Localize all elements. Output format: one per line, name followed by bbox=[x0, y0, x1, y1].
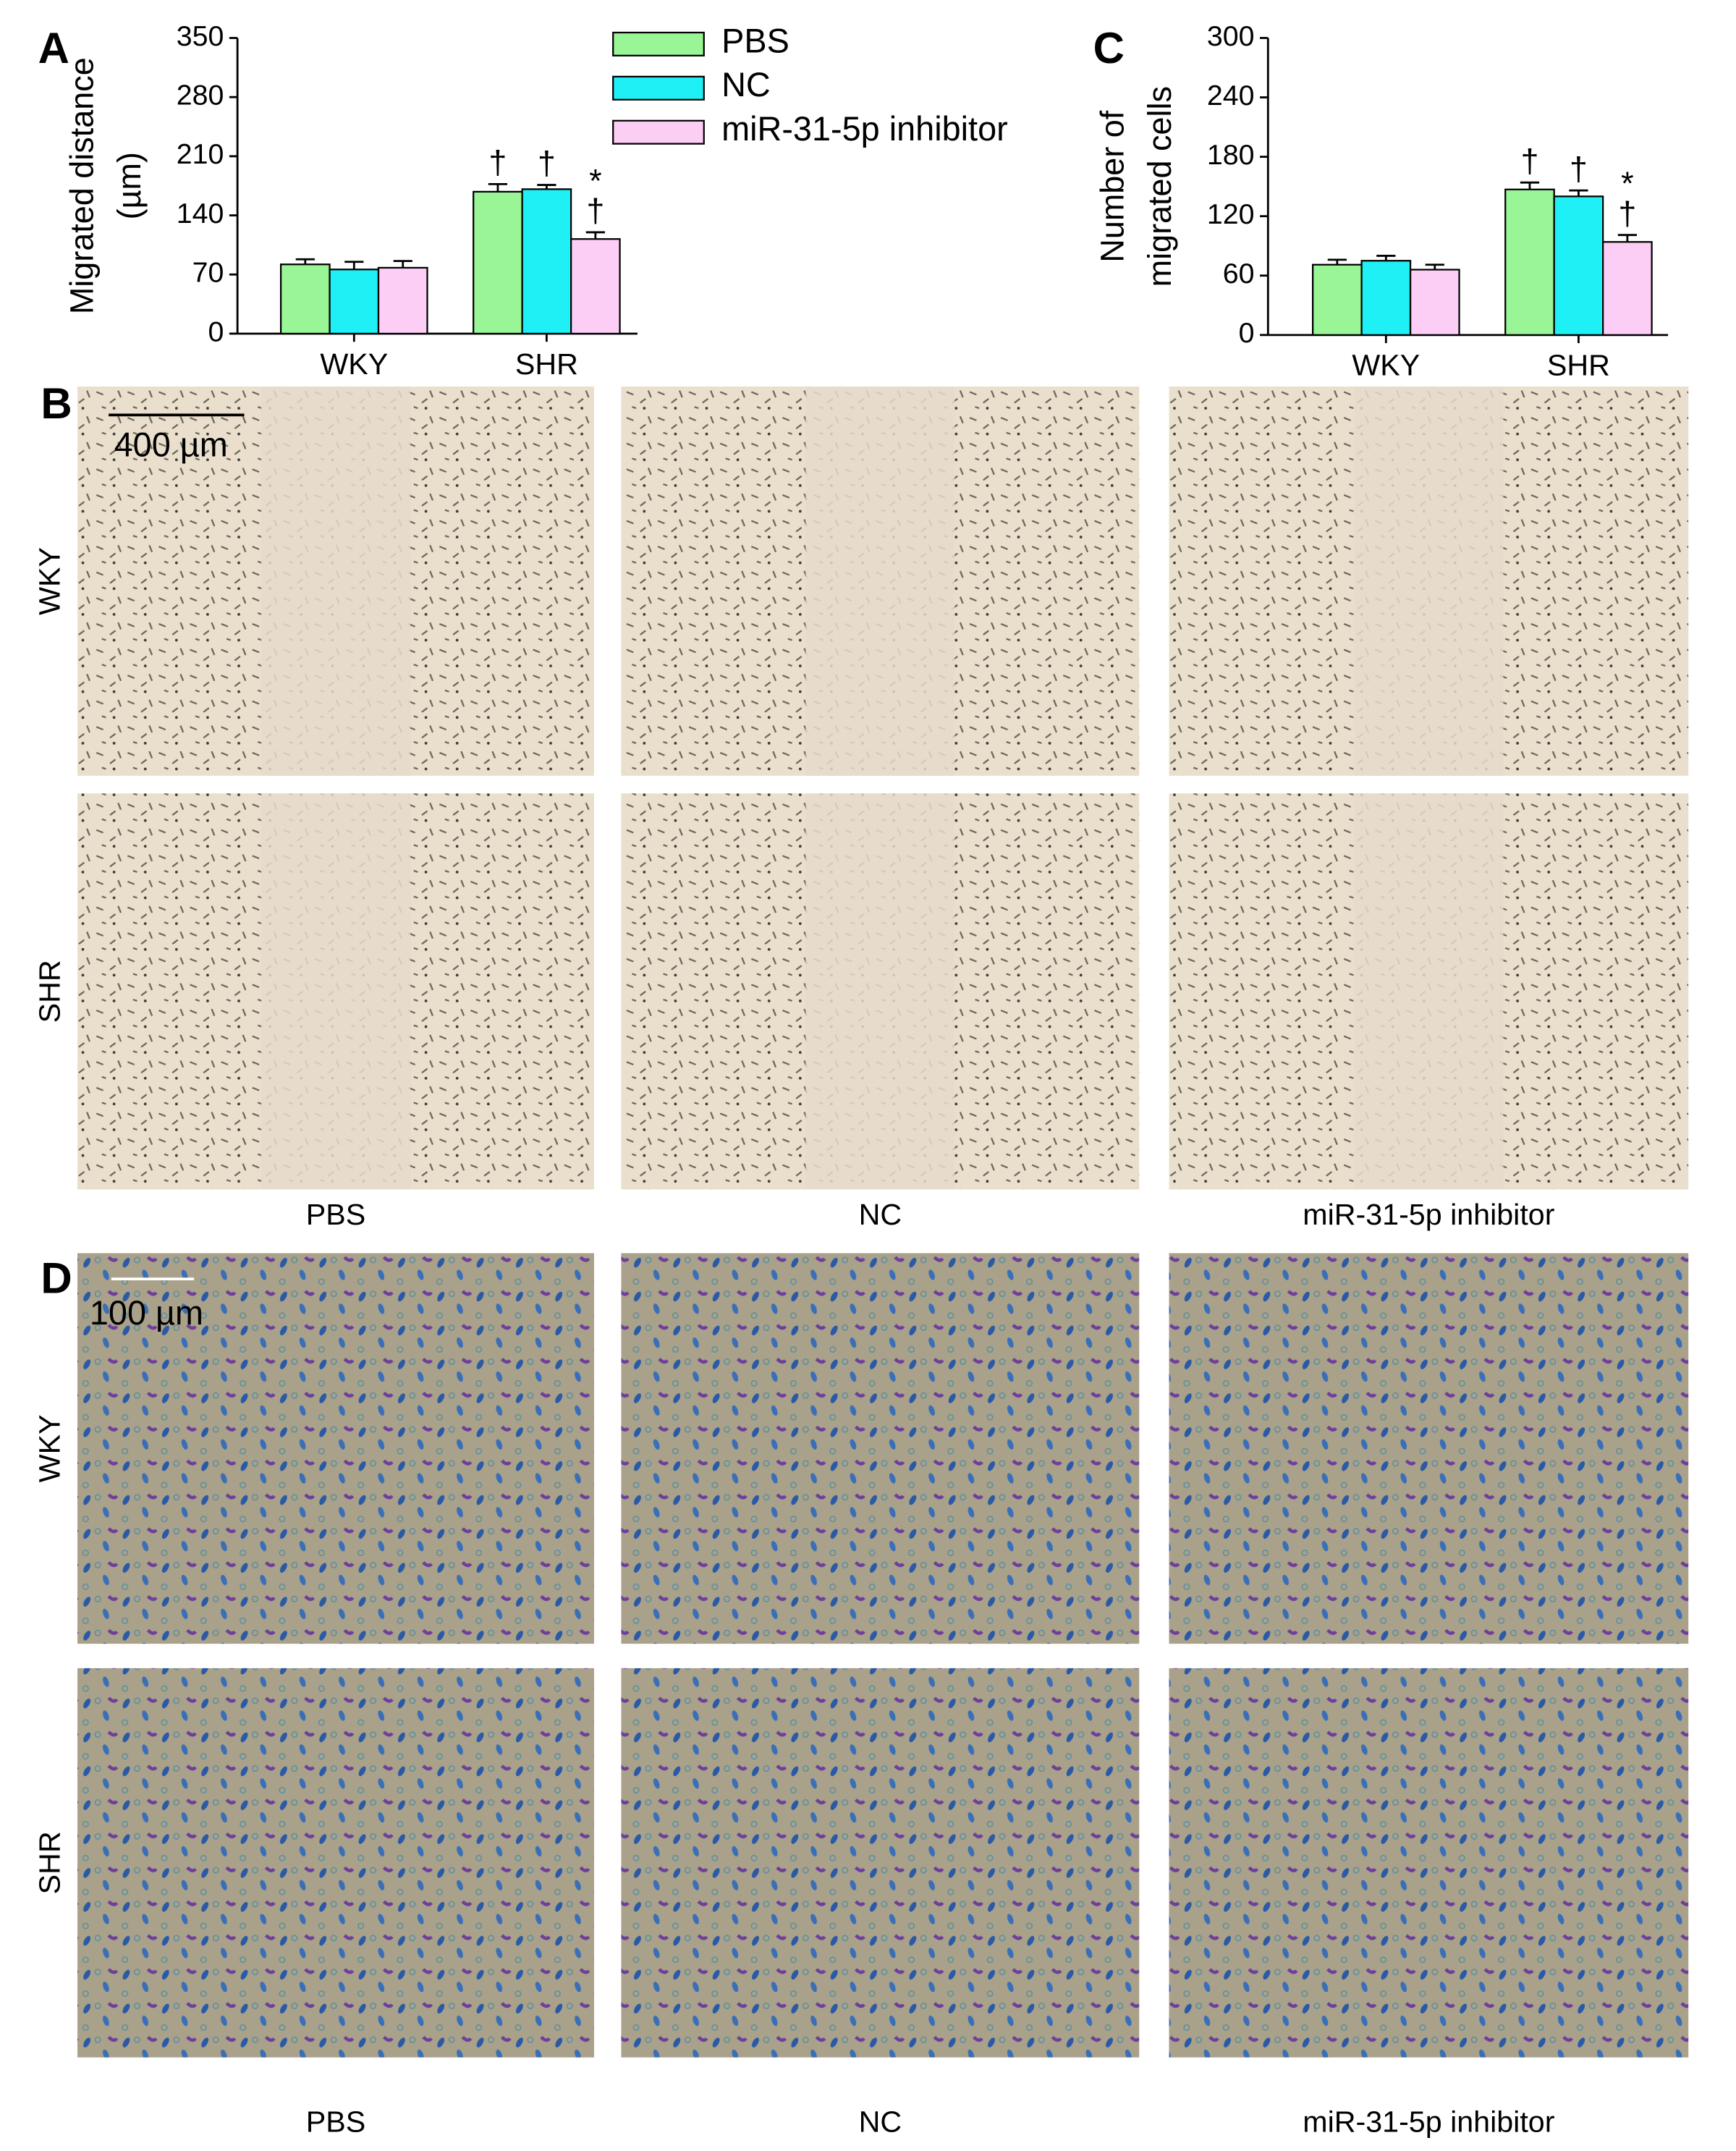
column-label: miR-31-5p inhibitor bbox=[1303, 2105, 1554, 2138]
y-tick-label: 240 bbox=[1207, 80, 1255, 111]
significance-mark: * bbox=[1621, 165, 1634, 202]
scale-bar-label: 100 µm bbox=[90, 1294, 203, 1332]
significance-mark: † bbox=[1570, 151, 1588, 187]
x-tick-label: SHR bbox=[515, 347, 578, 381]
legend-swatch bbox=[612, 75, 705, 101]
x-tick-label: WKY bbox=[1352, 349, 1420, 382]
panel-letter: D bbox=[41, 1254, 72, 1303]
y-axis-label: Number of bbox=[1093, 110, 1130, 262]
y-tick-label: 120 bbox=[1207, 198, 1255, 230]
bar bbox=[329, 269, 380, 335]
y-tick-label: 280 bbox=[177, 80, 224, 111]
significance-mark: † bbox=[1520, 143, 1538, 179]
legend-label: PBS bbox=[721, 22, 789, 59]
micrograph bbox=[1169, 1668, 1689, 2058]
wound-gap bbox=[261, 386, 411, 776]
wound-gap bbox=[1354, 386, 1504, 776]
significance-mark: † bbox=[1618, 195, 1636, 232]
scale-bar-label: 400 µm bbox=[114, 426, 228, 464]
y-tick-label: 0 bbox=[208, 316, 224, 347]
row-label: SHR bbox=[33, 960, 66, 1023]
y-tick-label: 300 bbox=[1207, 20, 1255, 52]
x-tick-label: SHR bbox=[1547, 349, 1610, 382]
column-label: miR-31-5p inhibitor bbox=[1303, 1198, 1554, 1231]
bar bbox=[1504, 188, 1555, 336]
panel-letter: A bbox=[38, 24, 69, 72]
y-tick-label: 210 bbox=[177, 138, 224, 170]
y-tick-label: 70 bbox=[192, 257, 224, 289]
row-label: WKY bbox=[33, 547, 66, 615]
y-axis-label: (µm) bbox=[111, 152, 148, 219]
y-axis-label: Migrated distance bbox=[63, 57, 100, 314]
column-label: NC bbox=[859, 2105, 902, 2138]
wound-gap bbox=[805, 793, 955, 1190]
column-label: NC bbox=[859, 1198, 902, 1231]
legend-swatch bbox=[612, 31, 705, 56]
significance-mark: † bbox=[488, 144, 507, 181]
legend-label: NC bbox=[721, 66, 771, 103]
bar bbox=[570, 238, 621, 335]
wound-gap bbox=[1354, 793, 1504, 1190]
column-label: PBS bbox=[306, 2105, 365, 2138]
significance-mark: † bbox=[586, 193, 604, 229]
bar bbox=[1360, 260, 1412, 336]
y-tick-label: 60 bbox=[1223, 258, 1255, 290]
panel-letter: C bbox=[1093, 24, 1125, 72]
significance-mark: † bbox=[538, 145, 556, 182]
bar bbox=[377, 266, 428, 335]
column-label: PBS bbox=[306, 1198, 365, 1231]
bar bbox=[1409, 269, 1460, 336]
x-tick-label: WKY bbox=[320, 347, 388, 381]
bar bbox=[279, 263, 331, 335]
legend-label: miR-31-5p inhibitor bbox=[721, 110, 1008, 148]
y-tick-label: 180 bbox=[1207, 139, 1255, 171]
micrograph bbox=[77, 1253, 594, 1644]
bar bbox=[473, 190, 523, 335]
legend-swatch bbox=[612, 119, 705, 145]
wound-gap bbox=[261, 793, 411, 1190]
micrograph bbox=[621, 1668, 1140, 2058]
y-axis-label: migrated cells bbox=[1141, 86, 1178, 287]
row-label: WKY bbox=[33, 1414, 66, 1482]
y-tick-label: 0 bbox=[1239, 317, 1255, 349]
micrograph bbox=[621, 1253, 1140, 1644]
bar bbox=[1553, 195, 1604, 336]
bar bbox=[1602, 241, 1653, 336]
row-label: SHR bbox=[33, 1831, 66, 1894]
bar bbox=[1312, 263, 1363, 336]
micrograph bbox=[1169, 1253, 1689, 1644]
panel-letter: B bbox=[41, 379, 72, 428]
micrograph bbox=[77, 1668, 594, 2058]
bar bbox=[521, 188, 572, 335]
y-tick-label: 140 bbox=[177, 198, 224, 229]
wound-gap bbox=[805, 386, 955, 776]
significance-mark: * bbox=[589, 162, 602, 199]
y-tick-label: 350 bbox=[177, 20, 224, 52]
